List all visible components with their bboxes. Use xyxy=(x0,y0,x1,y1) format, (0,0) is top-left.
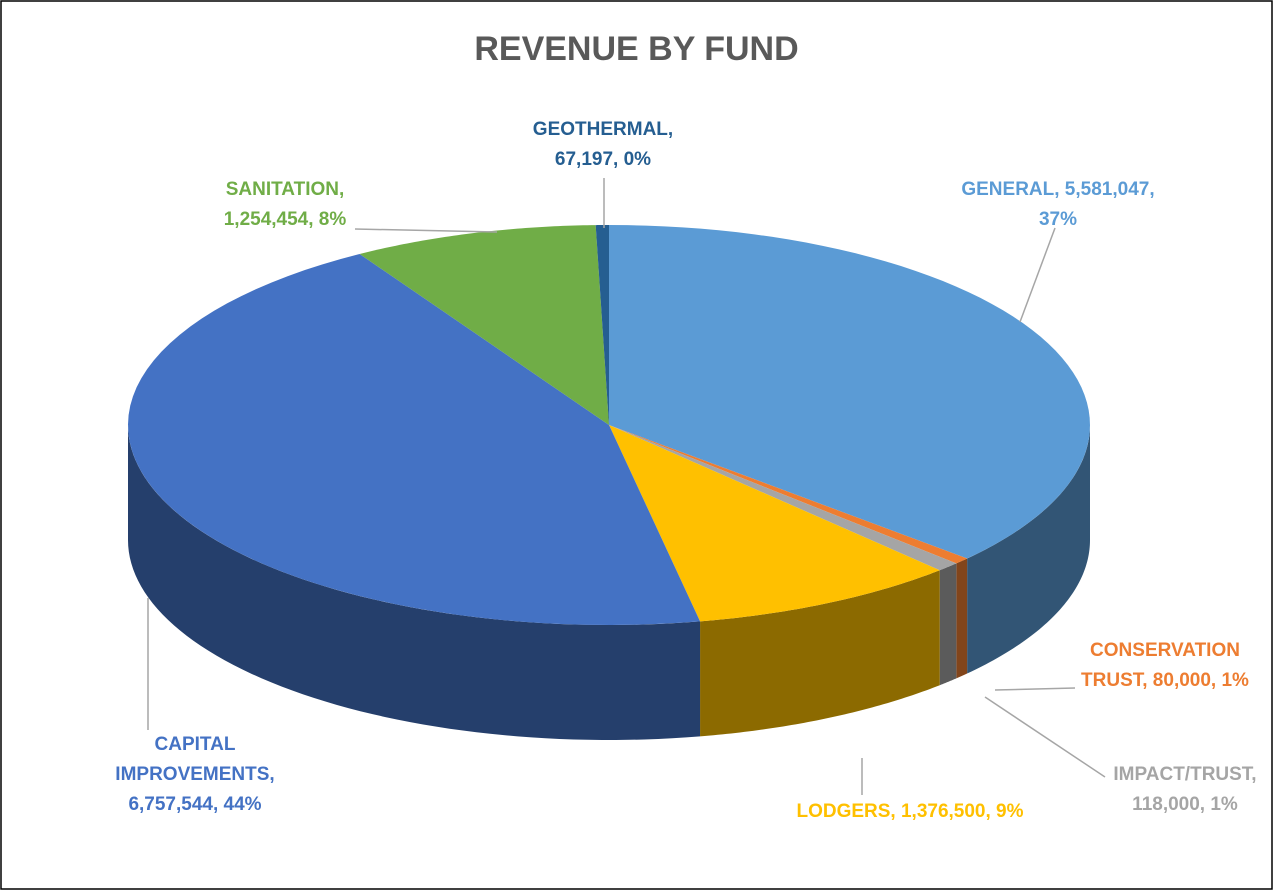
pie-side xyxy=(700,570,940,737)
pie-side xyxy=(967,425,1090,674)
pie-side xyxy=(128,425,701,740)
leader-line xyxy=(984,696,1106,778)
chart-title: REVENUE BY FUND xyxy=(474,30,799,68)
pie-slice xyxy=(359,225,609,425)
leader-line xyxy=(1019,227,1056,323)
pie-slice xyxy=(595,225,609,425)
pie-slice xyxy=(128,253,701,625)
data-label: CAPITAL IMPROVEMENTS, 6,757,544, 44% xyxy=(115,734,275,815)
leader-line xyxy=(354,228,498,233)
pie-side xyxy=(939,563,957,686)
data-label: IMPACT/TRUST, 118,000, 1% xyxy=(1113,764,1257,815)
pie-slice xyxy=(609,425,940,622)
data-label: CONSERVATION TRUST, 80,000, 1% xyxy=(1081,640,1249,691)
pie-slice xyxy=(609,425,968,564)
data-label: SANITATION, 1,254,454, 8% xyxy=(223,179,347,230)
pie-slice xyxy=(609,425,957,571)
leader-line xyxy=(994,687,1076,691)
pie-slice xyxy=(609,225,1090,559)
data-label: GENERAL, 5,581,047, 37% xyxy=(961,179,1155,230)
data-label: LODGERS, 1,376,500, 9% xyxy=(796,801,1024,822)
data-label: GEOTHERMAL, 67,197, 0% xyxy=(532,119,674,170)
pie-side xyxy=(956,558,968,679)
